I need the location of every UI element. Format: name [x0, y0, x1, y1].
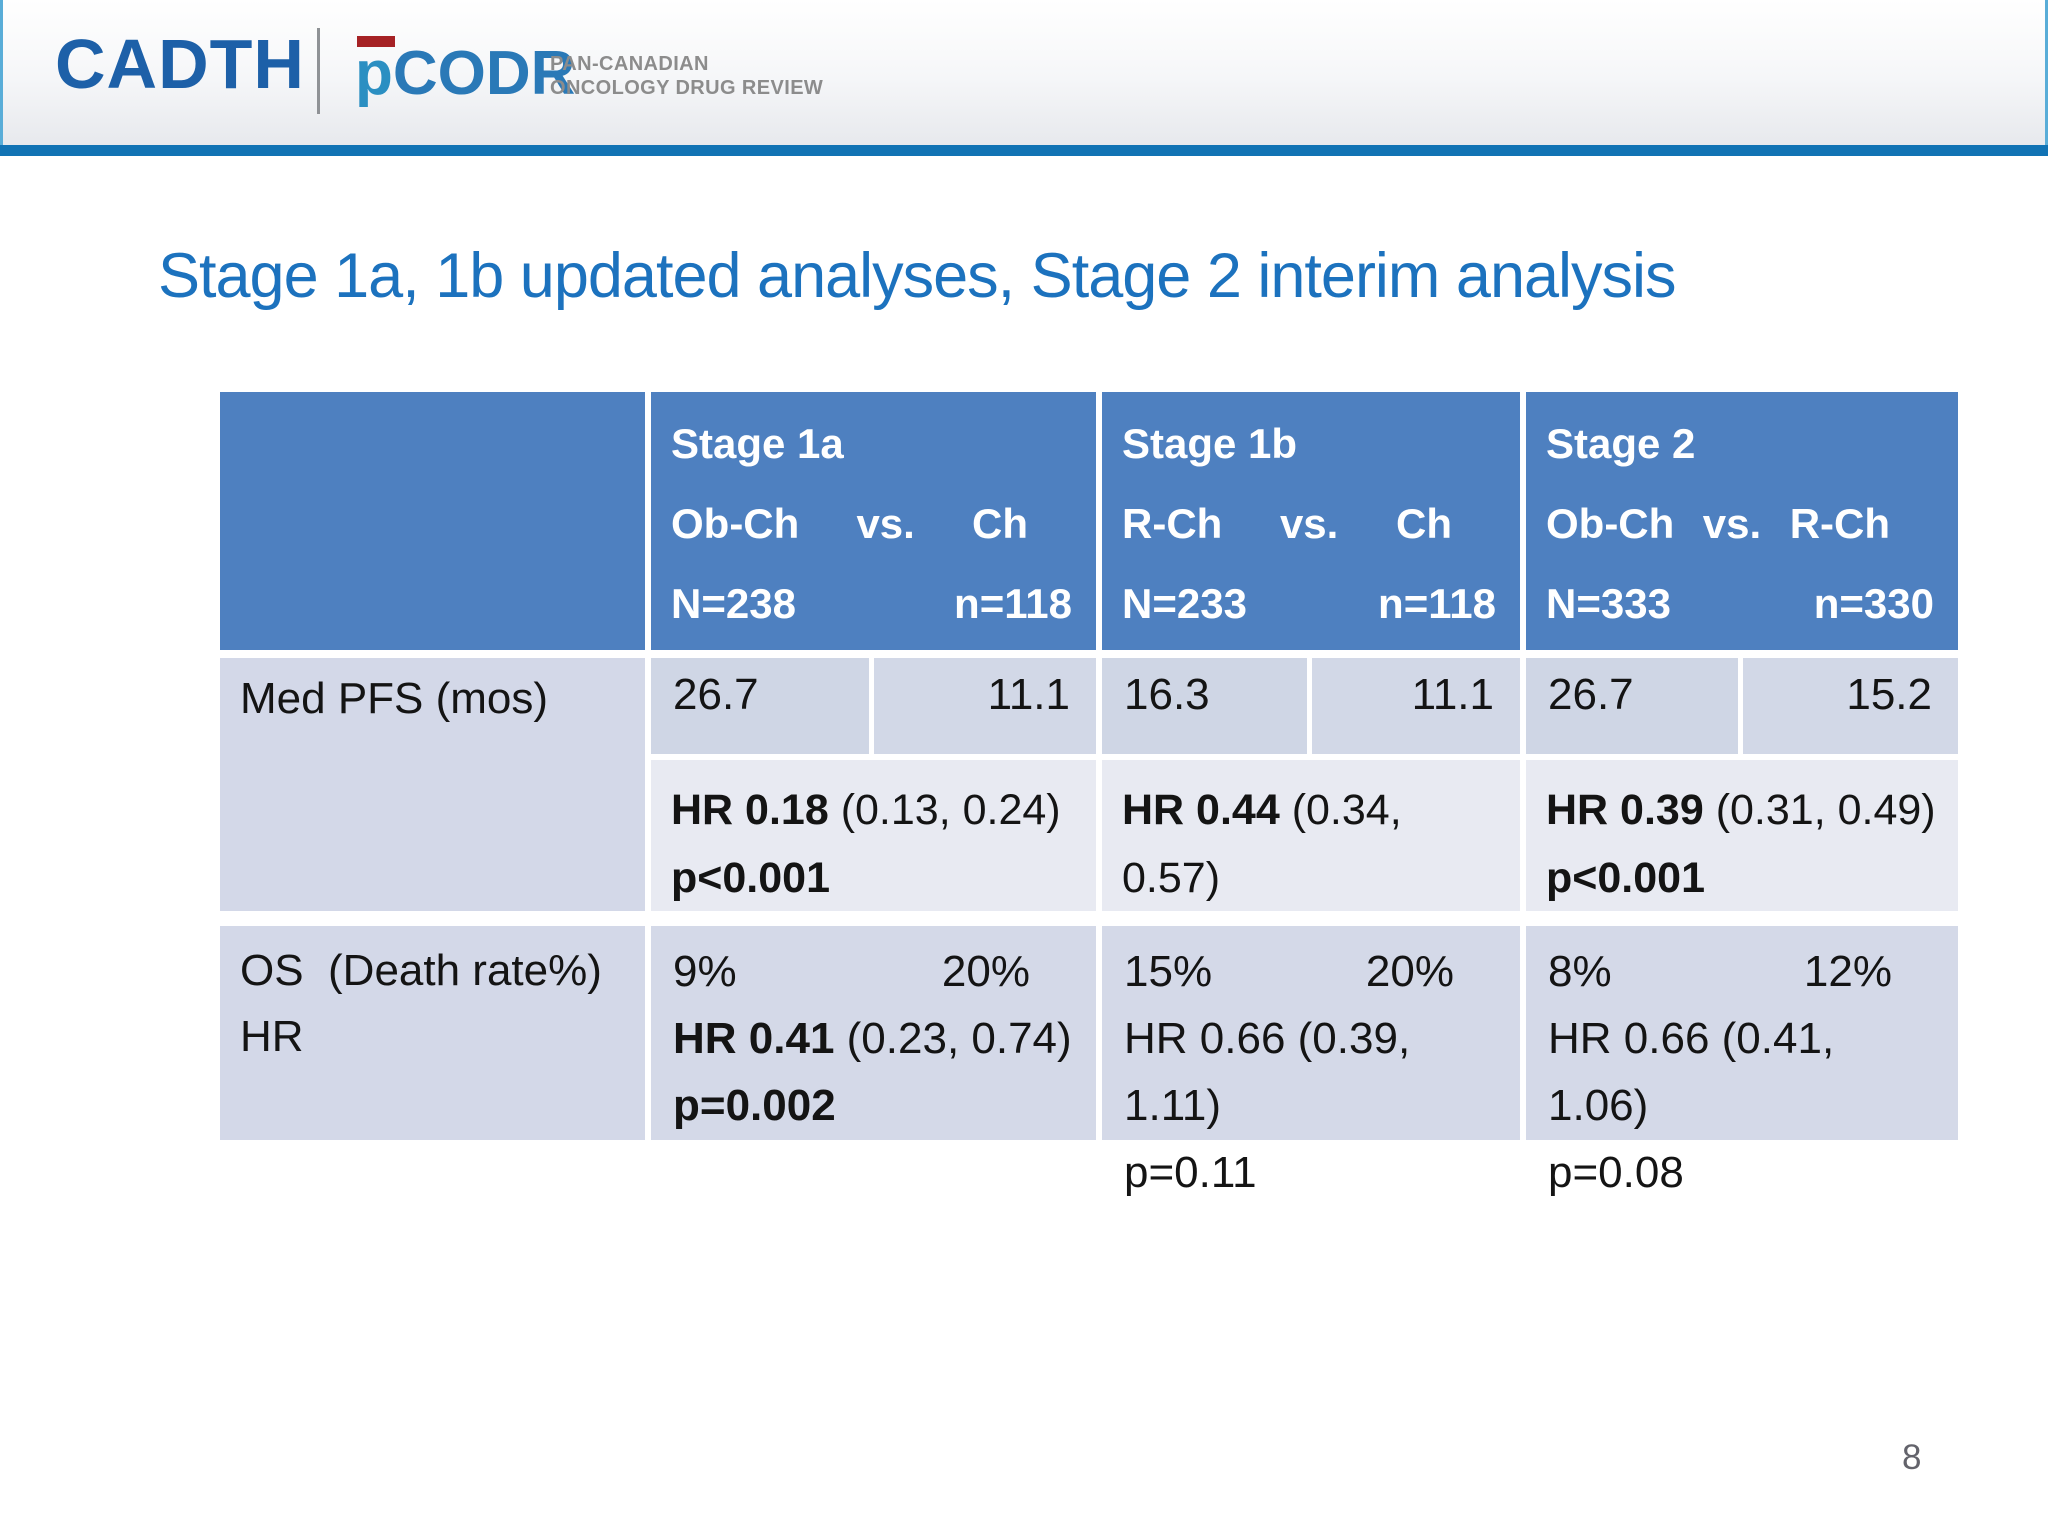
stage-arms: Ob-Ch vs. R-Ch — [1546, 484, 1934, 564]
os-p-value: p=0.11 — [1124, 1148, 1257, 1197]
stage-name: Stage 1a — [671, 420, 844, 467]
hr-ci: (0.31, 0.49) — [1715, 786, 1936, 834]
stage-arms: Ob-Ch vs. Ch — [671, 484, 1072, 564]
pfs-value-arm2: 11.1 — [874, 658, 1096, 754]
pfs-hr-stage-2: HR 0.39 (0.31, 0.49) p<0.001 — [1526, 760, 1958, 911]
stage-ns: N=238 n=118 — [671, 564, 1072, 644]
results-table: Stage 1a Ob-Ch vs. Ch N=238 n=118 Stage … — [220, 392, 1958, 1197]
os-hr-ci: (0.23, 0.74) — [846, 1014, 1072, 1063]
n1-value: N=333 — [1546, 580, 1671, 627]
page-number: 8 — [1902, 1438, 1922, 1477]
header-banner: CADTH pCODR PAN-CANADIAN ONCOLOGY DRUG R… — [0, 0, 2048, 145]
header-accent-bar — [0, 145, 2048, 156]
os-p-value: p=0.08 — [1548, 1148, 1684, 1197]
os-rate-arm2: 20% — [941, 947, 1030, 996]
pfs-hr-stage-1b: HR 0.44 (0.34, 0.57) p<0.001 — [1102, 760, 1520, 970]
pcodr-logo-rest: CODR — [392, 39, 576, 108]
tagline-line1: PAN-CANADIAN — [550, 53, 709, 75]
os-hr-line: HR 0.41 (0.23, 0.74) — [673, 1005, 1074, 1072]
arm2-label: Ch — [972, 500, 1028, 547]
logo-divider — [317, 28, 320, 114]
os-hr-value: HR 0.66 — [1548, 1014, 1710, 1063]
n1-value: N=233 — [1122, 580, 1247, 627]
pcodr-logo: pCODR — [355, 36, 576, 109]
os-stage-1b: 15% 20% HR 0.66 (0.39, 1.11) p=0.11 — [1102, 926, 1520, 1197]
row-label-os: OS (Death rate%) HR — [220, 926, 645, 1140]
stage-name: Stage 2 — [1546, 420, 1696, 467]
row-label-med-pfs: Med PFS (mos) — [220, 658, 645, 911]
vs-label: vs. — [856, 500, 915, 547]
arm2-label: R-Ch — [1789, 500, 1890, 547]
os-rate-arm1: 15% — [1124, 947, 1213, 996]
pfs-value-arm2: 11.1 — [1311, 658, 1520, 754]
os-rates: 15% 20% — [1124, 938, 1498, 1005]
pfs-value-arm1: 16.3 — [1102, 658, 1307, 754]
hr-value: HR 0.39 — [1546, 786, 1704, 834]
arm1-label: R-Ch — [1122, 500, 1223, 547]
os-rate-arm2: 20% — [1365, 947, 1454, 996]
os-hr-ci: (0.41, 1.06) — [1548, 1014, 1835, 1130]
table-header-stage-1a: Stage 1a Ob-Ch vs. Ch N=238 n=118 — [651, 392, 1096, 650]
stage-arms: R-Ch vs. Ch — [1122, 484, 1496, 564]
tagline-line2: ONCOLOGY DRUG REVIEW — [550, 77, 824, 99]
hr-line: HR 0.18 (0.13, 0.24) — [671, 776, 1076, 844]
pfs-values-stage-2: 26.7 15.2 — [1526, 658, 1958, 754]
os-rates: 8% 12% — [1548, 938, 1936, 1005]
p-value: p<0.001 — [671, 854, 830, 902]
arm1-label: Ob-Ch — [1546, 500, 1675, 547]
stage-name: Stage 1b — [1122, 420, 1298, 467]
n2-value: n=118 — [1378, 580, 1496, 627]
os-hr-line: HR 0.66 (0.39, 1.11) — [1124, 1005, 1498, 1139]
p-value: p<0.001 — [1546, 854, 1705, 902]
n2-value: n=330 — [1813, 580, 1934, 627]
os-hr-ci: (0.39, 1.11) — [1124, 1014, 1411, 1130]
hr-value: HR 0.18 — [671, 786, 829, 834]
os-hr-value: HR 0.66 — [1124, 1014, 1286, 1063]
os-hr-value: HR 0.41 — [673, 1014, 835, 1063]
n2-value: n=118 — [954, 580, 1072, 627]
table-header-stage-1b: Stage 1b R-Ch vs. Ch N=233 n=118 — [1102, 392, 1520, 650]
os-hr-line: HR 0.66 (0.41, 1.06) — [1548, 1005, 1936, 1139]
hr-line: HR 0.39 (0.31, 0.49) — [1546, 776, 1938, 844]
os-label-line2: HR — [240, 1012, 304, 1061]
stage-ns: N=233 n=118 — [1122, 564, 1496, 644]
pfs-hr-stage-1a: HR 0.18 (0.13, 0.24) p<0.001 — [651, 760, 1096, 911]
pcodr-logo-p: p — [355, 36, 395, 109]
os-stage-2: 8% 12% HR 0.66 (0.41, 1.06) p=0.08 — [1526, 926, 1958, 1197]
os-rate-arm1: 9% — [673, 947, 737, 996]
arm2-label: Ch — [1395, 500, 1452, 547]
pfs-value-arm1: 26.7 — [1526, 658, 1738, 754]
cadth-logo: CADTH — [55, 25, 305, 103]
slide-title: Stage 1a, 1b updated analyses, Stage 2 i… — [158, 241, 1677, 311]
os-p-value: p=0.002 — [673, 1081, 836, 1130]
pfs-value-arm2: 15.2 — [1742, 658, 1958, 754]
hr-ci: (0.34, 0.57) — [1122, 786, 1402, 902]
table-header-empty-cell — [220, 392, 645, 650]
n1-value: N=238 — [671, 580, 796, 627]
os-rate-arm1: 8% — [1548, 947, 1612, 996]
pcodr-red-bar-icon — [357, 36, 395, 47]
hr-value: HR 0.44 — [1122, 786, 1280, 834]
hr-line: HR 0.44 (0.34, 0.57) — [1122, 776, 1500, 912]
pfs-value-arm1: 26.7 — [651, 658, 869, 754]
vs-label: vs. — [1279, 500, 1339, 547]
pcodr-tagline: PAN-CANADIAN ONCOLOGY DRUG REVIEW — [550, 52, 823, 100]
os-rates: 9% 20% — [673, 938, 1074, 1005]
arm1-label: Ob-Ch — [671, 500, 800, 547]
os-label-line1: OS (Death rate%) — [240, 946, 602, 995]
os-rate-arm2: 12% — [1803, 947, 1892, 996]
hr-ci: (0.13, 0.24) — [840, 786, 1061, 834]
os-stage-1a: 9% 20% HR 0.41 (0.23, 0.74) p=0.002 — [651, 926, 1096, 1140]
table-header-stage-2: Stage 2 Ob-Ch vs. R-Ch N=333 n=330 — [1526, 392, 1958, 650]
pfs-values-stage-1a: 26.7 11.1 — [651, 658, 1096, 754]
stage-ns: N=333 n=330 — [1546, 564, 1934, 644]
vs-label: vs. — [1702, 500, 1762, 547]
pfs-values-stage-1b: 16.3 11.1 — [1102, 658, 1520, 754]
